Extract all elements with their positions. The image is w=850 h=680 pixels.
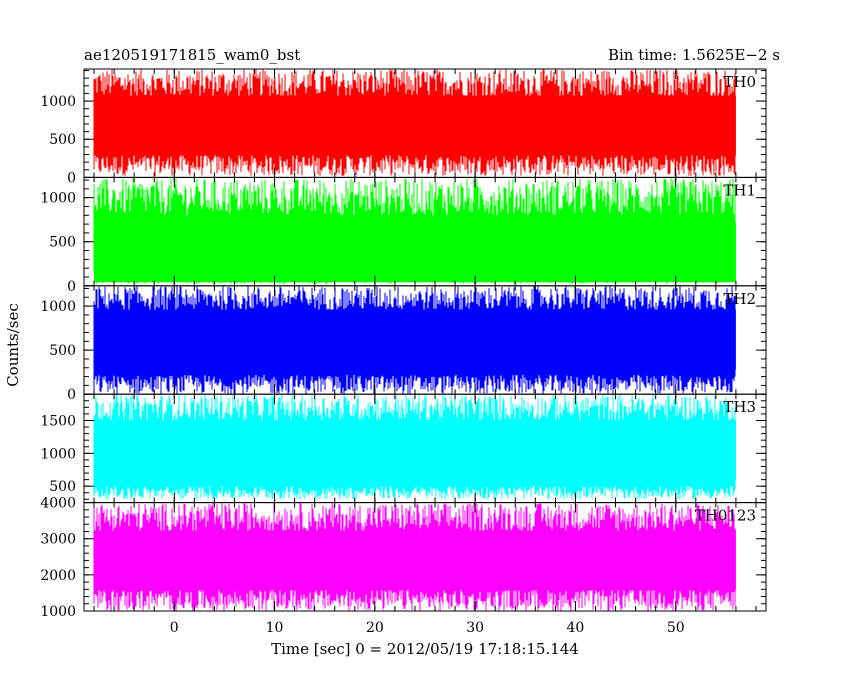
- series-th0123-core: [94, 530, 736, 591]
- y-tick-label: 1000: [40, 191, 76, 207]
- series-label: TH0: [723, 73, 756, 91]
- panel-th0123: 1000 2000 3000 4000 TH0123: [40, 496, 767, 620]
- y-tick-label: 2000: [40, 568, 76, 584]
- series-th1-core: [94, 222, 736, 283]
- y-tick-label: 1000: [40, 299, 76, 315]
- y-tick-label: 0: [67, 387, 76, 403]
- series-label: TH0123: [695, 507, 756, 525]
- y-tick-label: 0: [67, 170, 76, 186]
- bin-time-label: Bin time: 1.5625E−2 s: [608, 46, 780, 64]
- y-tick-label: 500: [49, 235, 76, 251]
- series-th0-core: [94, 95, 736, 156]
- x-tick-label: 50: [667, 620, 685, 636]
- panel-frame: [83, 502, 767, 612]
- y-tick-label: 0: [67, 279, 76, 295]
- panel-th2: 0 500 1000 TH2: [40, 285, 767, 403]
- series-label: TH3: [723, 398, 756, 416]
- y-tick-label: 500: [49, 132, 76, 148]
- y-tick-label: 500: [49, 343, 76, 359]
- y-tick-label: 3000: [40, 532, 76, 548]
- y-tick-label: 4000: [40, 496, 76, 512]
- series-th3-core: [94, 420, 736, 481]
- panel-th1: 0 500 1000 TH1: [40, 176, 767, 295]
- x-tick-label: 40: [567, 620, 585, 636]
- y-tick-label: 1000: [40, 446, 76, 462]
- x-tick-label: 10: [266, 620, 284, 636]
- panel-th3: 500 1000 1500 TH3: [40, 393, 767, 504]
- x-axis-label: Time [sec] 0 = 2012/05/19 17:18:15.144: [271, 640, 579, 658]
- x-tick-label: 30: [466, 620, 484, 636]
- series-label: TH2: [723, 290, 756, 308]
- x-tick-label: 20: [366, 620, 384, 636]
- x-tick-label: 0: [170, 620, 179, 636]
- panel-th0: 0 500 1000 TH0: [40, 68, 767, 186]
- chart-title: ae120519171815_wam0_bst: [84, 46, 300, 64]
- y-tick-label: 500: [49, 479, 76, 495]
- series-th2-core: [94, 309, 736, 370]
- series-label: TH1: [723, 181, 756, 199]
- y-tick-label: 1000: [40, 604, 76, 620]
- y-tick-label: 1500: [40, 413, 76, 429]
- y-tick-label: 1000: [40, 94, 76, 110]
- y-axis-label: Counts/sec: [4, 303, 22, 387]
